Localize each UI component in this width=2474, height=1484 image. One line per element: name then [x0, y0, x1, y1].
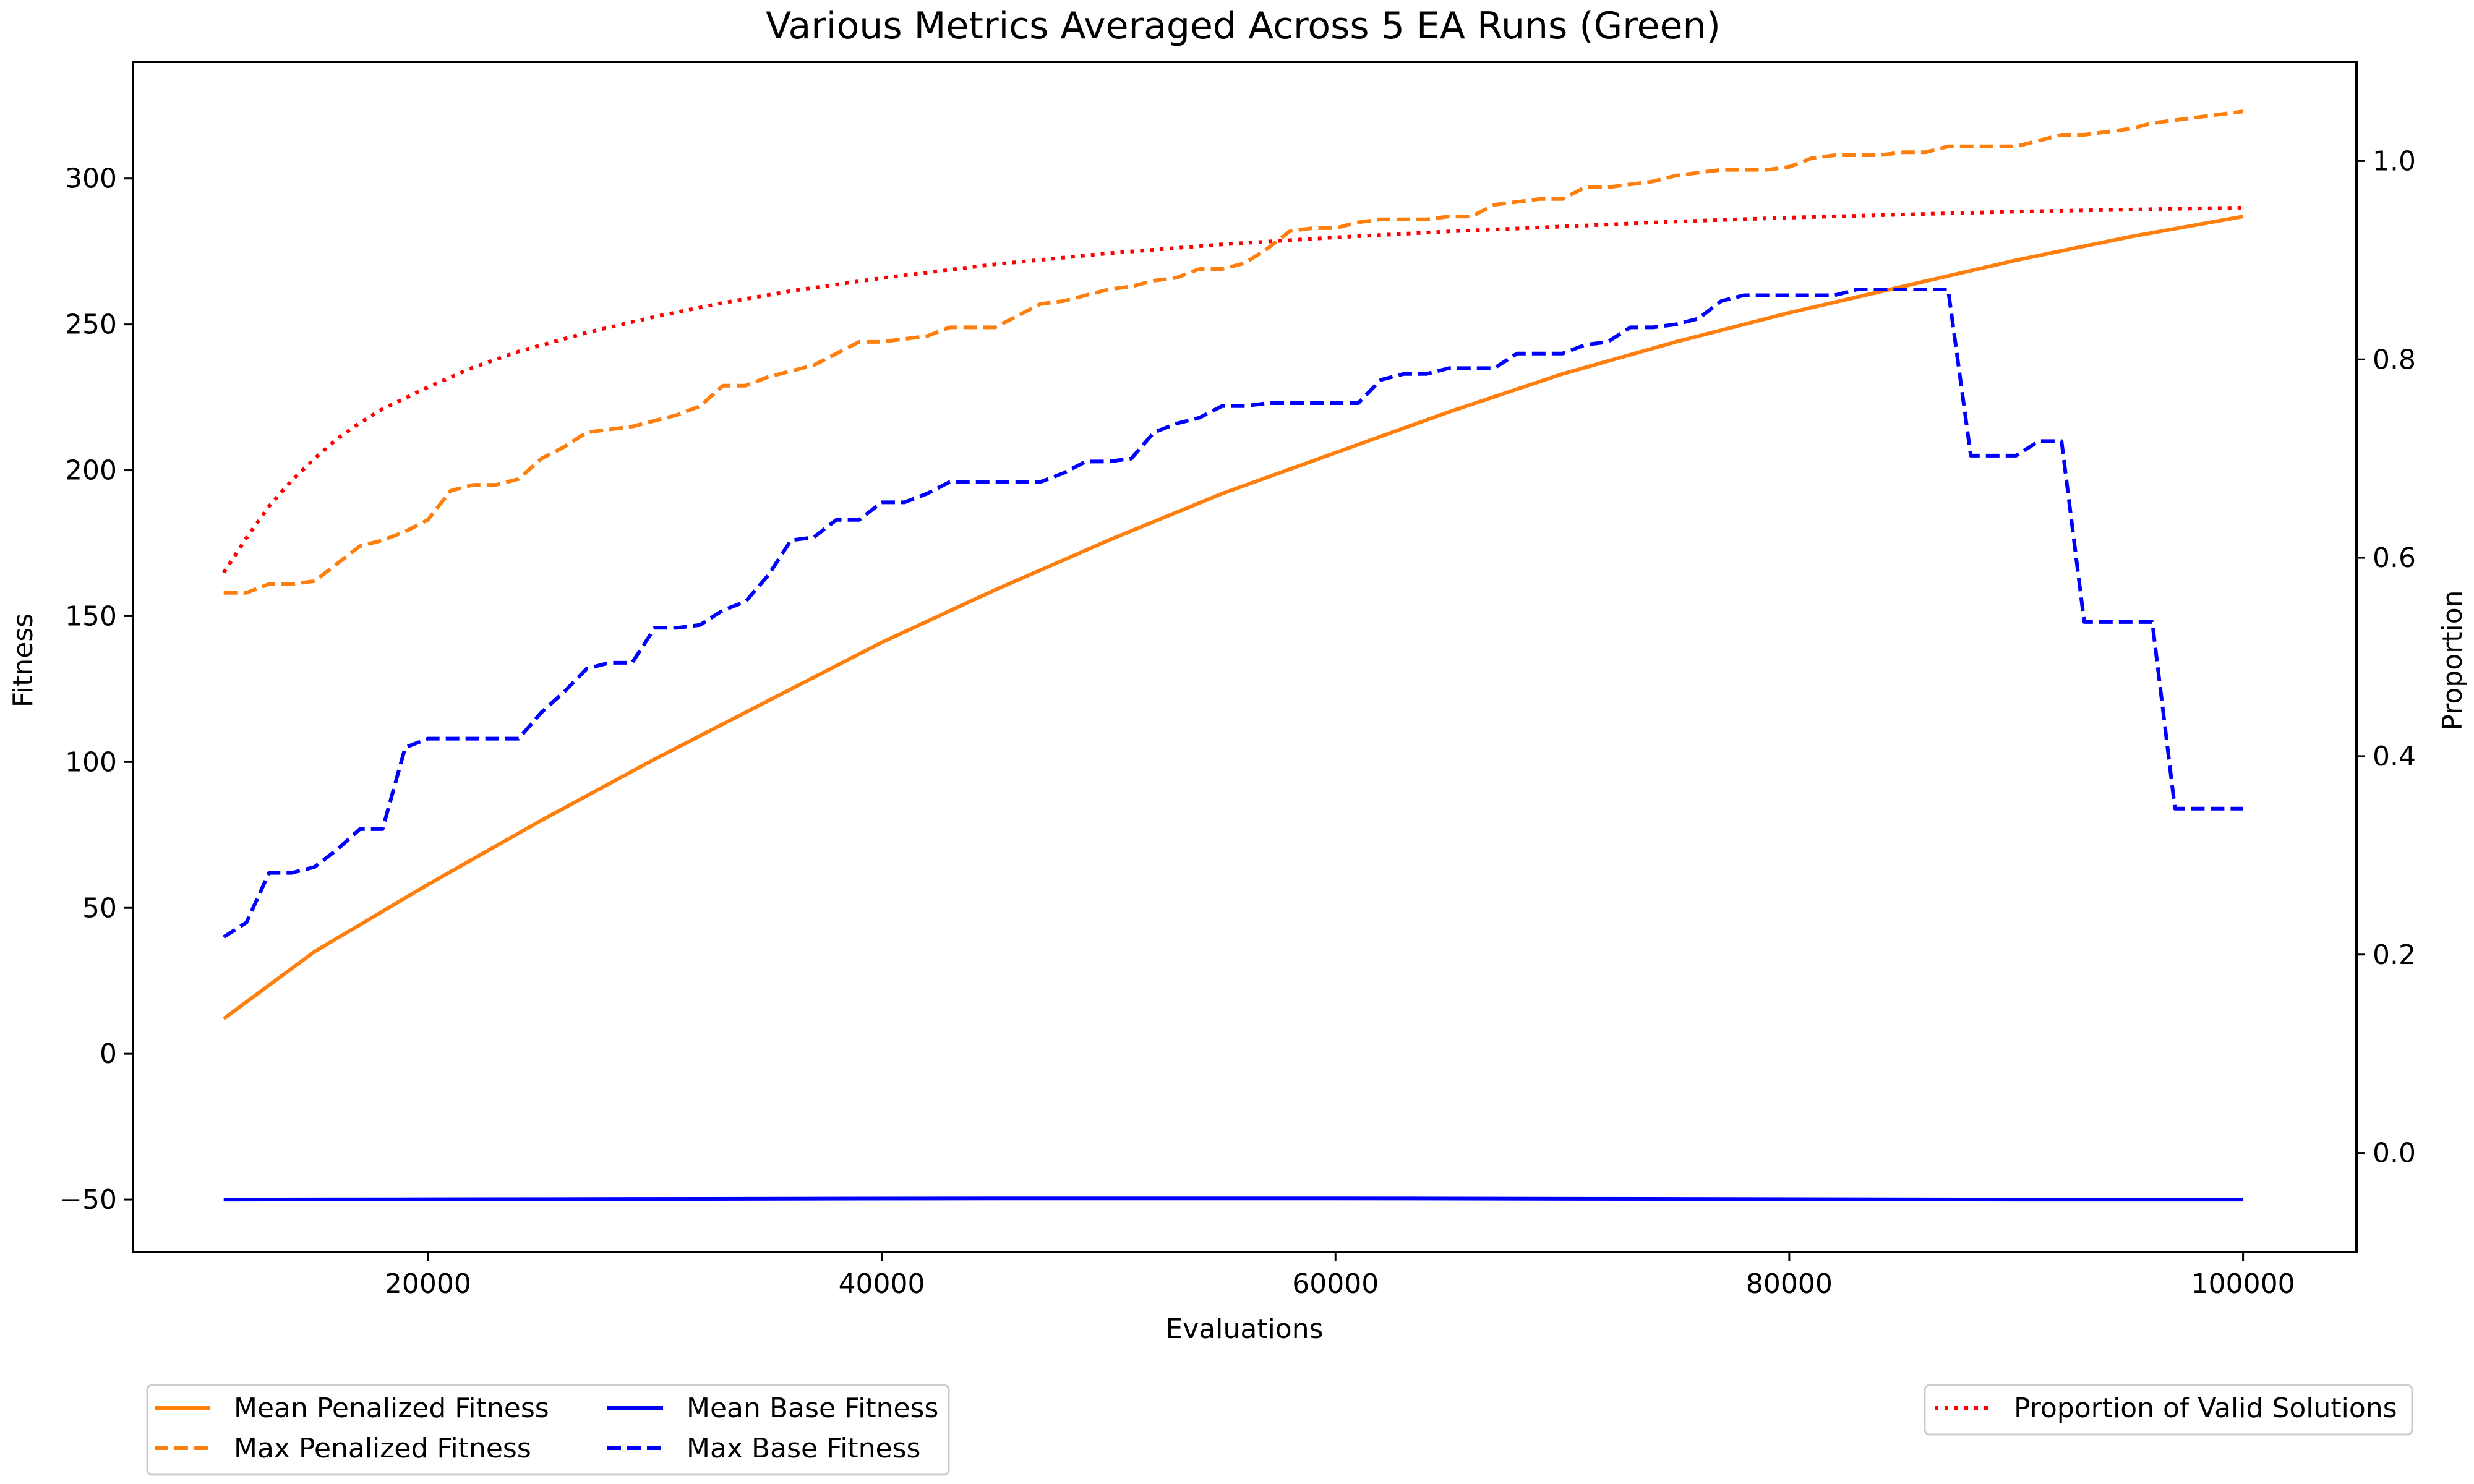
y2-tick-label: 0.0 [2373, 1138, 2416, 1169]
y-tick-label: 200 [65, 455, 117, 487]
y-tick-label: 250 [65, 309, 117, 341]
x-tick-label: 40000 [839, 1268, 925, 1300]
y-axis-left: −50 0 50 100 150 200 250 300 [59, 163, 133, 1216]
plot-frame [132, 61, 2358, 1253]
series-line-mean-base-fitness [223, 1196, 2243, 1202]
legend-frame [146, 1384, 950, 1476]
legend-label-max-penalized: Max Penalized Fitness [234, 1433, 531, 1464]
legend-label-mean-base: Mean Base Fitness [687, 1392, 938, 1424]
x-axis: 20000 40000 60000 80000 100000 [385, 1252, 2295, 1300]
chart-title: Various Metrics Averaged Across 5 EA Run… [766, 4, 1721, 48]
legend-label-proportion: Proportion of Valid Solutions [2014, 1392, 2397, 1424]
y-tick-label: 100 [65, 746, 117, 778]
legend-proportion: Proportion of Valid Solutions [1924, 1384, 2413, 1436]
y-tick-label: −50 [59, 1184, 117, 1216]
x-axis-label: Evaluations [1165, 1313, 1323, 1345]
series-line-proportion-of-valid-solutions [222, 205, 2243, 574]
y2-tick-label: 0.6 [2373, 542, 2416, 574]
series-line-max-base-fitness [223, 288, 2243, 939]
legend-label-mean-penalized: Mean Penalized Fitness [234, 1392, 549, 1424]
y2-axis-label: Proportion [2437, 590, 2468, 730]
x-tick-label: 100000 [2191, 1268, 2295, 1300]
x-tick-label: 20000 [385, 1268, 471, 1300]
y2-tick-label: 1.0 [2373, 145, 2416, 177]
legend-fitness: Mean Penalized Fitness Max Penalized Fit… [146, 1384, 950, 1476]
y2-tick-label: 0.2 [2373, 939, 2416, 971]
legend-label-max-base: Max Base Fitness [687, 1433, 920, 1464]
y-tick-label: 0 [100, 1038, 117, 1070]
series-line-max-penalized-fitness [223, 109, 2243, 595]
y-tick-label: 150 [65, 600, 117, 632]
y-axis-right: 0.0 0.2 0.4 0.6 0.8 1.0 [2356, 145, 2416, 1169]
y-tick-label: 300 [65, 163, 117, 195]
plot-area [222, 109, 2244, 1202]
y-axis-label: Fitness [7, 613, 39, 707]
legend-frame [1924, 1384, 2413, 1436]
y-tick-label: 50 [82, 892, 117, 924]
y2-tick-label: 0.8 [2373, 344, 2416, 375]
y2-tick-label: 0.4 [2373, 741, 2416, 772]
x-tick-label: 60000 [1292, 1268, 1379, 1300]
series-line-mean-penalized-fitness [222, 215, 2244, 1020]
x-tick-label: 80000 [1746, 1268, 1833, 1300]
